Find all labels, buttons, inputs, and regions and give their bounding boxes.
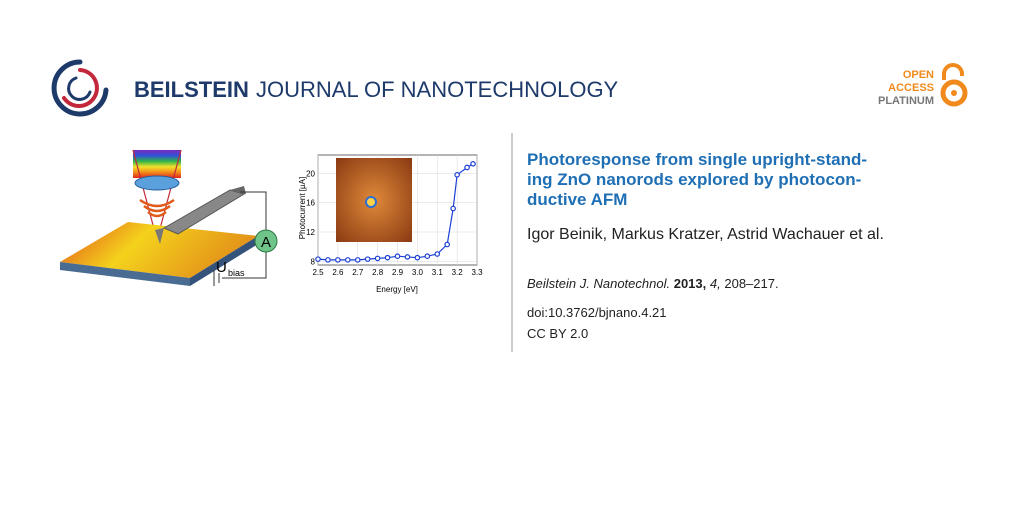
title-line: ing ZnO nanorods explored by photocon- <box>527 170 861 189</box>
afm-scheme: A U bias <box>60 149 278 286</box>
data-point <box>444 241 450 248</box>
x-axis-label: Energy [eV] <box>376 285 418 294</box>
citation: Beilstein J. Nanotechnol. 2013, 4, 208–2… <box>527 276 779 291</box>
data-point <box>464 164 470 171</box>
title-line: ductive AFM <box>527 190 627 209</box>
bias-label: U <box>216 259 227 276</box>
journal-name: JOURNAL OF NANOTECHNOLOGY <box>256 77 619 102</box>
citation-volume: 4, <box>710 276 721 291</box>
x-tick-label: 2.5 <box>312 268 324 277</box>
data-point <box>424 253 431 260</box>
x-tick-label: 2.7 <box>352 268 364 277</box>
data-point <box>335 257 341 263</box>
open-access-badge: OPEN ACCESS PLATINUM <box>878 63 968 107</box>
x-tick-label: 3.2 <box>452 268 464 277</box>
afm-marker <box>365 196 377 208</box>
data-point <box>374 255 381 262</box>
citation-pages: 208–217. <box>724 276 778 291</box>
article-info: Photoresponse from single upright-stand-… <box>527 150 884 341</box>
data-point <box>384 254 391 261</box>
data-point <box>470 161 476 167</box>
y-tick-label: 8 <box>311 257 316 266</box>
y-tick-label: 20 <box>306 169 315 178</box>
x-tick-label: 3.0 <box>412 268 424 277</box>
data-point <box>450 205 456 212</box>
x-tick-label: 2.9 <box>392 268 404 277</box>
brand: BEILSTEIN <box>134 77 249 102</box>
inset-chart: Photocurrent [µA] Energy [eV] 2.5 2.6 2.7 2… <box>298 154 483 294</box>
data-point <box>325 257 331 263</box>
meter-label: A <box>261 234 271 251</box>
badge-open: OPEN <box>903 69 934 81</box>
citation-journal: Beilstein J. Nanotechnol. <box>527 276 670 291</box>
x-tick-label: 2.8 <box>372 268 384 277</box>
data-point <box>354 257 361 263</box>
data-point <box>394 253 401 260</box>
x-tick-label: 2.6 <box>332 268 344 277</box>
doi: doi:10.3762/bjnano.4.21 <box>527 305 667 320</box>
data-point <box>434 251 441 257</box>
data-point <box>315 256 321 262</box>
logo <box>51 59 109 117</box>
data-point <box>345 257 351 263</box>
badge-access: ACCESS <box>888 82 934 94</box>
data-point <box>454 172 460 178</box>
authors: Igor Beinik, Markus Kratzer, Astrid Wach… <box>527 226 884 243</box>
data-point <box>414 254 421 261</box>
citation-year: 2013, <box>674 276 707 291</box>
y-tick-label: 12 <box>306 228 315 237</box>
license: CC BY 2.0 <box>527 326 588 341</box>
data-point <box>404 254 411 260</box>
x-tick-label: 3.1 <box>432 268 444 277</box>
bias-subscript: bias <box>228 268 245 278</box>
x-tick-label: 3.3 <box>471 268 483 277</box>
title-line: Photoresponse from single upright-stand- <box>527 150 867 169</box>
y-axis-label: Photocurrent [µA] <box>298 177 307 239</box>
data-point <box>364 256 371 262</box>
badge-platinum: PLATINUM <box>878 95 934 107</box>
y-tick-label: 16 <box>306 199 315 208</box>
